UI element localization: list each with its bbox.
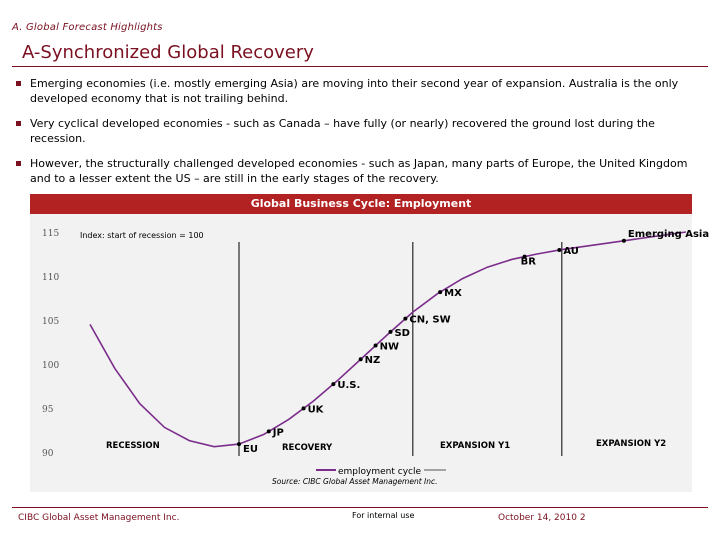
y-tick-label: 115 bbox=[42, 229, 59, 239]
data-point bbox=[621, 238, 626, 243]
bullet-square-icon bbox=[16, 121, 21, 126]
point-label: EU bbox=[243, 444, 258, 455]
y-tick-label: 110 bbox=[42, 273, 59, 283]
y-tick-label: 90 bbox=[42, 449, 54, 459]
chart-title: Global Business Cycle: Employment bbox=[30, 194, 692, 214]
point-label: UK bbox=[308, 404, 325, 415]
index-note: Index: start of recession = 100 bbox=[80, 231, 204, 240]
data-point bbox=[403, 316, 408, 321]
bullet-text: Emerging economies (i.e. mostly emerging… bbox=[30, 77, 679, 105]
phase-label: EXPANSION Y2 bbox=[596, 439, 666, 449]
data-point bbox=[358, 357, 363, 362]
point-label: Emerging Asia bbox=[628, 229, 709, 240]
point-label: BR bbox=[521, 257, 537, 268]
point-label: NW bbox=[380, 342, 399, 353]
footer-rule bbox=[12, 507, 708, 508]
point-label: MX bbox=[444, 288, 462, 299]
point-label: AU bbox=[563, 246, 579, 257]
point-label: CN, SW bbox=[409, 315, 450, 326]
bullet-square-icon bbox=[16, 161, 21, 166]
title-rule bbox=[12, 66, 708, 67]
data-point bbox=[438, 290, 443, 295]
footer-company: CIBC Global Asset Management Inc. bbox=[18, 513, 180, 523]
phase-label: EXPANSION Y1 bbox=[440, 441, 510, 451]
page-title: A-Synchronized Global Recovery bbox=[22, 42, 314, 63]
bullet-item: Emerging economies (i.e. mostly emerging… bbox=[14, 76, 704, 106]
bullet-item: Very cyclical developed economies - such… bbox=[14, 116, 704, 146]
point-label: SD bbox=[394, 328, 410, 339]
data-point bbox=[388, 329, 393, 334]
section-header: A. Global Forecast Highlights bbox=[12, 22, 163, 33]
bullet-text: However, the structurally challenged dev… bbox=[30, 157, 688, 185]
bullet-text: Very cyclical developed economies - such… bbox=[30, 117, 655, 145]
data-point bbox=[331, 382, 336, 387]
employment-cycle-line bbox=[89, 231, 687, 448]
point-label: U.S. bbox=[337, 380, 360, 391]
footer-note: For internal use bbox=[352, 511, 415, 520]
point-label: JP bbox=[272, 427, 284, 438]
y-tick-label: 105 bbox=[42, 317, 59, 327]
chart-source: Source: CIBC Global Asset Management Inc… bbox=[272, 477, 438, 486]
y-tick-label: 95 bbox=[42, 405, 54, 415]
point-label: NZ bbox=[365, 355, 381, 366]
phase-label: RECOVERY bbox=[282, 443, 333, 453]
footer-date: October 14, 2010 bbox=[498, 513, 577, 523]
data-point bbox=[522, 254, 527, 259]
bullet-square-icon bbox=[16, 81, 21, 86]
footer-date-page: October 14, 2010 2 bbox=[498, 513, 586, 523]
bullet-list: Emerging economies (i.e. mostly emerging… bbox=[14, 76, 704, 196]
bullet-item: However, the structurally challenged dev… bbox=[14, 156, 704, 186]
legend-label: employment cycle bbox=[338, 467, 421, 477]
phase-label: RECESSION bbox=[106, 441, 160, 451]
data-point bbox=[266, 429, 271, 434]
chart-frame bbox=[30, 194, 692, 492]
data-point bbox=[557, 248, 562, 253]
data-point bbox=[301, 406, 306, 411]
y-tick-label: 100 bbox=[42, 361, 59, 371]
footer-page-number: 2 bbox=[579, 513, 586, 523]
data-point bbox=[373, 343, 378, 348]
data-point bbox=[237, 442, 241, 447]
